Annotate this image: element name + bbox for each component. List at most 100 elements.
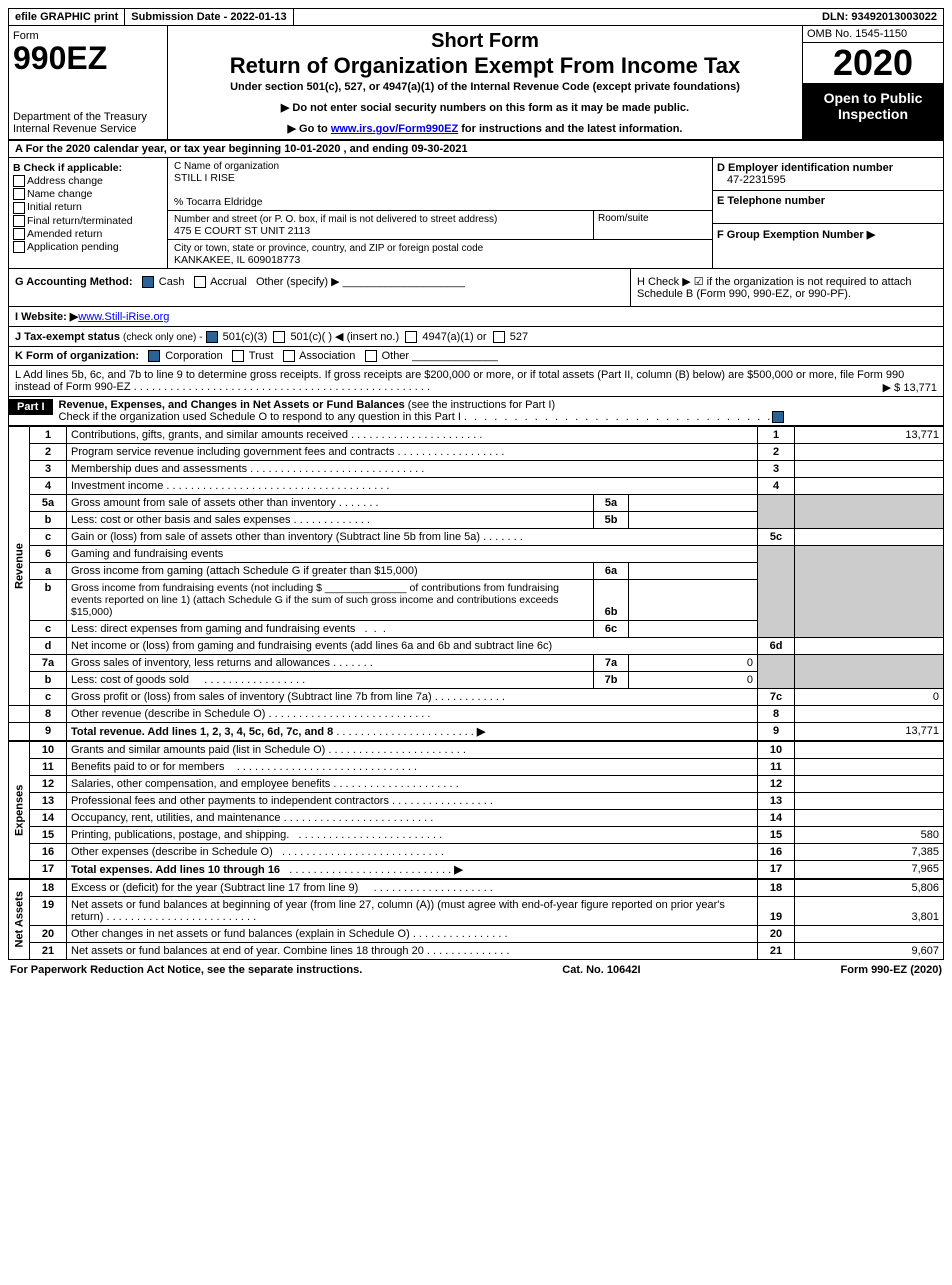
line-8-desc: Other revenue (describe in Schedule O) .… bbox=[67, 706, 758, 723]
cb-other-org[interactable] bbox=[365, 350, 377, 362]
open-inspection: Open to Public Inspection bbox=[803, 84, 943, 139]
line-19-desc: Net assets or fund balances at beginning… bbox=[67, 897, 758, 926]
line-16-desc: Other expenses (describe in Schedule O) … bbox=[67, 844, 758, 861]
row-i-website: I Website: ▶www.Still-iRise.org bbox=[8, 307, 944, 327]
part-1-title: Revenue, Expenses, and Changes in Net As… bbox=[59, 399, 405, 411]
row-a-period: A For the 2020 calendar year, or tax yea… bbox=[8, 140, 944, 158]
part-1-label: Part I bbox=[9, 399, 53, 415]
line-7c-val: 0 bbox=[795, 689, 944, 706]
section-b: B Check if applicable: Address change Na… bbox=[9, 158, 168, 268]
line-3-desc: Membership dues and assessments . . . . … bbox=[67, 461, 758, 478]
line-1-val: 13,771 bbox=[795, 427, 944, 444]
cb-corporation[interactable] bbox=[148, 350, 160, 362]
addr-label: Number and street (or P. O. box, if mail… bbox=[174, 214, 497, 225]
footer-right: Form 990-EZ (2020) bbox=[841, 964, 943, 976]
g-label: G Accounting Method: bbox=[15, 276, 133, 288]
cb-501c[interactable] bbox=[273, 331, 285, 343]
note-2: ▶ Go to www.irs.gov/Form990EZ for instru… bbox=[172, 122, 798, 135]
city-value: KANKAKEE, IL 609018773 bbox=[174, 254, 300, 266]
page-footer: For Paperwork Reduction Act Notice, see … bbox=[8, 960, 944, 980]
c-name-block: C Name of organization STILL I RISE % To… bbox=[168, 158, 712, 211]
irs-link[interactable]: www.irs.gov/Form990EZ bbox=[331, 123, 458, 135]
website-link[interactable]: www.Still-iRise.org bbox=[78, 311, 169, 323]
department: Department of the Treasury Internal Reve… bbox=[13, 111, 163, 135]
line-9-desc: Total revenue. Add lines 1, 2, 3, 4, 5c,… bbox=[67, 723, 758, 742]
line-15-val: 580 bbox=[795, 827, 944, 844]
b-label: B Check if applicable: bbox=[13, 162, 163, 174]
line-6c-desc: Less: direct expenses from gaming and fu… bbox=[67, 621, 594, 638]
line-2-desc: Program service revenue including govern… bbox=[67, 444, 758, 461]
line-12-desc: Salaries, other compensation, and employ… bbox=[67, 776, 758, 793]
cb-trust[interactable] bbox=[232, 350, 244, 362]
ein-label: D Employer identification number bbox=[717, 162, 893, 174]
line-11-desc: Benefits paid to or for members . . . . … bbox=[67, 759, 758, 776]
footer-mid: Cat. No. 10642I bbox=[562, 964, 640, 976]
gross-receipts: ▶ $ 13,771 bbox=[883, 381, 937, 394]
cb-527[interactable] bbox=[493, 331, 505, 343]
line-6a-desc: Gross income from gaming (attach Schedul… bbox=[67, 563, 594, 580]
line-20-desc: Other changes in net assets or fund bala… bbox=[67, 926, 758, 943]
subtitle: Under section 501(c), 527, or 4947(a)(1)… bbox=[172, 81, 798, 93]
cb-final-return[interactable]: Final return/terminated bbox=[13, 215, 163, 227]
line-7b-val: 0 bbox=[629, 672, 758, 689]
cb-address-change[interactable]: Address change bbox=[13, 175, 163, 187]
c-label: C Name of organization bbox=[174, 161, 279, 172]
row-j-status: J Tax-exempt status (check only one) - 5… bbox=[8, 327, 944, 347]
part-1-header: Part I Revenue, Expenses, and Changes in… bbox=[8, 397, 944, 426]
line-10-desc: Grants and similar amounts paid (list in… bbox=[67, 741, 758, 759]
line-7c-desc: Gross profit or (loss) from sales of inv… bbox=[67, 689, 758, 706]
i-label: I Website: ▶ bbox=[15, 311, 78, 323]
room-suite: Room/suite bbox=[593, 211, 712, 239]
h-schedule-b: H Check ▶ ☑ if the organization is not r… bbox=[630, 269, 943, 306]
line-19-val: 3,801 bbox=[795, 897, 944, 926]
note-2-post: for instructions and the latest informat… bbox=[458, 123, 682, 135]
cb-amended-return[interactable]: Amended return bbox=[13, 228, 163, 240]
row-g-h: G Accounting Method: Cash Accrual Other … bbox=[8, 269, 944, 307]
netassets-label: Net Assets bbox=[9, 879, 30, 960]
tax-year: 2020 bbox=[803, 43, 943, 84]
cb-501c3[interactable] bbox=[206, 331, 218, 343]
line-17-val: 7,965 bbox=[795, 861, 944, 880]
addr-block: Number and street (or P. O. box, if mail… bbox=[168, 211, 593, 239]
cb-name-change[interactable]: Name change bbox=[13, 188, 163, 200]
city-block: City or town, state or province, country… bbox=[168, 240, 712, 268]
line-5c-desc: Gain or (loss) from sale of assets other… bbox=[67, 529, 758, 546]
ln-1: 1 bbox=[30, 427, 67, 444]
g-accounting: G Accounting Method: Cash Accrual Other … bbox=[9, 269, 630, 306]
line-6-desc: Gaming and fundraising events bbox=[67, 546, 758, 563]
note-2-pre: ▶ Go to bbox=[288, 123, 331, 135]
revenue-label: Revenue bbox=[9, 427, 30, 706]
entity-box: B Check if applicable: Address change Na… bbox=[8, 158, 944, 269]
cb-initial-return[interactable]: Initial return bbox=[13, 201, 163, 213]
cb-accrual[interactable] bbox=[194, 276, 206, 288]
cb-application-pending[interactable]: Application pending bbox=[13, 241, 163, 253]
street-address: 475 E COURT ST UNIT 2113 bbox=[174, 225, 310, 237]
cb-association[interactable] bbox=[283, 350, 295, 362]
org-name: STILL I RISE bbox=[174, 172, 235, 184]
form-number: 990EZ bbox=[13, 42, 163, 74]
line-18-desc: Excess or (deficit) for the year (Subtra… bbox=[67, 879, 758, 897]
line-1-desc: Contributions, gifts, grants, and simila… bbox=[67, 427, 758, 444]
part-1-note: (see the instructions for Part I) bbox=[408, 399, 555, 411]
dln: DLN: 93492013003022 bbox=[816, 9, 943, 25]
top-bar: efile GRAPHIC print Submission Date - 20… bbox=[8, 8, 944, 26]
f-group-exemption: F Group Exemption Number ▶ bbox=[713, 224, 943, 245]
city-label: City or town, state or province, country… bbox=[174, 243, 483, 254]
care-of: % Tocarra Eldridge bbox=[174, 196, 263, 208]
line-18-val: 5,806 bbox=[795, 879, 944, 897]
line-5a-desc: Gross amount from sale of assets other t… bbox=[67, 495, 594, 512]
line-16-val: 7,385 bbox=[795, 844, 944, 861]
efile-btn[interactable]: efile GRAPHIC print bbox=[9, 9, 125, 25]
row-l-gross: L Add lines 5b, 6c, and 7b to line 9 to … bbox=[8, 366, 944, 397]
financial-table: Revenue 1 Contributions, gifts, grants, … bbox=[8, 426, 944, 960]
cb-4947[interactable] bbox=[405, 331, 417, 343]
cb-schedule-o[interactable] bbox=[772, 411, 784, 423]
line-7b-desc: Less: cost of goods sold . . . . . . . .… bbox=[67, 672, 594, 689]
title-2: Return of Organization Exempt From Incom… bbox=[172, 53, 798, 79]
cb-cash[interactable] bbox=[142, 276, 154, 288]
line-5b-desc: Less: cost or other basis and sales expe… bbox=[67, 512, 594, 529]
e-telephone: E Telephone number bbox=[713, 191, 943, 224]
ein-value: 47-2231595 bbox=[717, 174, 786, 186]
omb-number: OMB No. 1545-1150 bbox=[803, 26, 943, 43]
form-header: Form 990EZ Department of the Treasury In… bbox=[8, 26, 944, 140]
